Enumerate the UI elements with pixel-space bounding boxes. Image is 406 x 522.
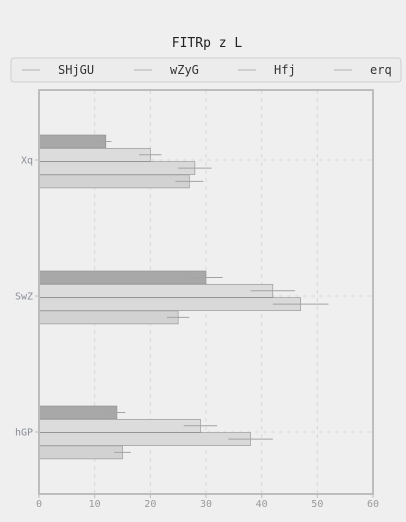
- legend-label-erq: erq: [370, 63, 392, 77]
- category-label-swz: SwZ: [15, 292, 33, 303]
- x-tick-label: 20: [144, 499, 156, 510]
- legend-frame: [10, 57, 402, 83]
- error-bars: [100, 141, 329, 453]
- x-axis: 0 10 20 30 40 50 60: [36, 494, 379, 510]
- category-label-xq: Xq: [21, 156, 33, 167]
- bar-wzyg-hgp: [38, 418, 201, 433]
- y-axis: Xq SwZ hGP: [15, 156, 39, 439]
- legend-label-shjgu: SHjGU: [58, 63, 94, 77]
- bar-wzyg-swz: [38, 283, 274, 298]
- x-tick-label: 10: [89, 499, 101, 510]
- x-tick-label: 30: [200, 499, 212, 510]
- legend-label-hfj: Hfj: [274, 63, 296, 77]
- bar-shjgu-swz: [38, 270, 207, 285]
- bar-wzyg-xq: [38, 148, 151, 162]
- bar-shjgu-hgp: [38, 405, 118, 420]
- x-tick-label: 0: [36, 499, 42, 510]
- bar-erq-hgp: [38, 445, 123, 460]
- bar-erq-swz: [38, 310, 179, 325]
- bar-shjgu-xq: [38, 134, 107, 149]
- x-tick-label: 60: [367, 499, 379, 510]
- x-tick-label: 40: [256, 499, 268, 510]
- category-label-hgp: hGP: [15, 428, 33, 439]
- bar-hfj-swz: [38, 297, 301, 311]
- chart-title: FITRp z L: [172, 36, 243, 51]
- bar-hfj-xq: [38, 161, 196, 175]
- x-tick-label: 50: [311, 499, 323, 510]
- bar-hfj-hgp: [38, 432, 251, 446]
- legend: SHjGU wZyG Hfj erq: [10, 57, 402, 83]
- legend-label-wzyg: wZyG: [170, 63, 199, 77]
- bar-erq-xq: [38, 174, 190, 189]
